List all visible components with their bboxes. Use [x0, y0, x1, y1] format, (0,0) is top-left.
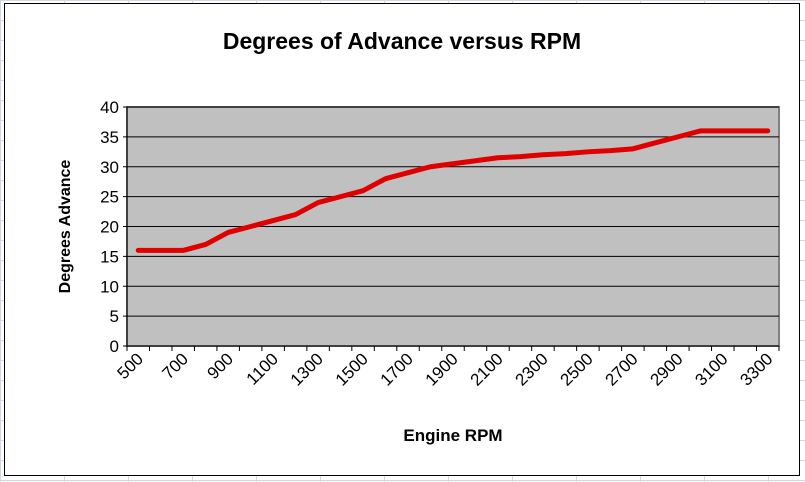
y-tick-label: 30: [100, 158, 119, 177]
x-tick-label: 2300: [512, 349, 552, 389]
x-tick-label: 2900: [646, 349, 686, 389]
x-tick-label: 1700: [377, 349, 417, 389]
x-tick-label: 700: [159, 349, 192, 382]
x-tick-label: 2500: [557, 349, 597, 389]
x-tick-label: 3100: [691, 349, 731, 389]
y-tick-label: 20: [100, 218, 119, 237]
y-tick-label: 40: [100, 98, 119, 117]
y-tick-label: 15: [100, 247, 119, 266]
x-axis-title: Engine RPM: [403, 426, 502, 445]
x-tick-label: 2700: [602, 349, 642, 389]
chart-title: Degrees of Advance versus RPM: [222, 28, 582, 54]
y-tick-label: 10: [100, 277, 119, 296]
x-tick-label: 1900: [422, 349, 462, 389]
x-tick-label: 1300: [287, 349, 327, 389]
x-tick-label: 900: [204, 349, 237, 382]
x-tick-label: 1100: [243, 349, 282, 388]
y-tick-label: 5: [110, 307, 119, 326]
y-tick-label: 0: [110, 337, 119, 356]
x-tick-label: 3300: [736, 349, 776, 389]
y-tick-label: 25: [100, 188, 119, 207]
x-tick-label: 1500: [332, 349, 372, 389]
y-axis-title: Degrees Advance: [57, 160, 74, 294]
x-tick-label: 2100: [467, 349, 507, 389]
y-tick-label: 35: [100, 128, 119, 147]
